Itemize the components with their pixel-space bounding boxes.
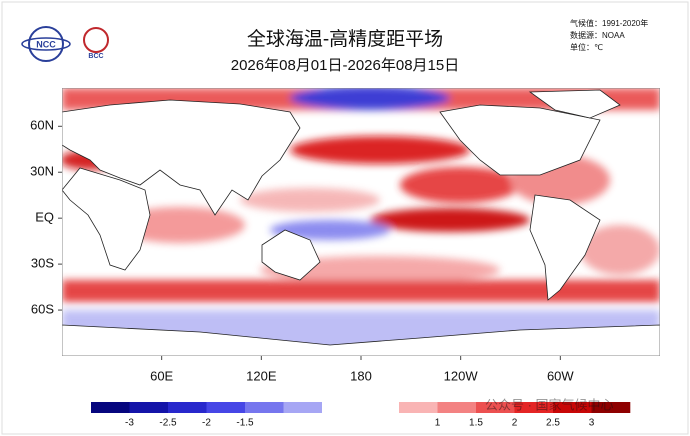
colorbar-label: -2 — [202, 418, 211, 429]
colorbar-segment — [206, 402, 246, 413]
subtitle: 2026年08月01日-2026年08月15日 — [231, 57, 459, 74]
y-tick-label: 60N — [30, 118, 54, 133]
colorbar-label: 3 — [589, 418, 595, 429]
logo-text: BCC — [88, 53, 103, 60]
colorbar-segment — [129, 402, 169, 413]
logo-text: NCC — [36, 39, 56, 49]
colorbar-label: 1 — [435, 418, 441, 429]
colorbar-label: -3 — [125, 418, 134, 429]
info: 单位：℃ — [570, 42, 603, 52]
x-tick-label: 120E — [246, 368, 277, 383]
colorbar-segment — [514, 402, 554, 413]
colorbar-segment — [553, 402, 592, 413]
y-tick-label: EQ — [35, 210, 54, 225]
colorbar-label: -1.5 — [236, 418, 254, 429]
watermark: 公众号 · 国家气候中心 — [485, 397, 614, 412]
colorbar-segment — [283, 402, 323, 413]
colorbar-segment — [245, 402, 284, 413]
colorbar-label: 2 — [512, 418, 518, 429]
x-tick-label: 60W — [547, 368, 574, 383]
x-tick-label: 180 — [350, 368, 372, 383]
info: 数据源：NOAA — [570, 30, 625, 40]
colorbar: -3 -2.5 -2 -1.5 1 1.5 2 2.5 3 — [91, 402, 631, 429]
logo-bcc — [83, 27, 109, 53]
x-tick-label: 60E — [150, 368, 173, 383]
x-tick-label: 120W — [444, 368, 479, 383]
y-tick-label: 30S — [31, 256, 54, 271]
colorbar-segment — [591, 402, 631, 413]
title: 全球海温-高精度距平场 — [247, 28, 443, 50]
info: 气候值：1991-2020年 — [570, 18, 648, 28]
y-tick-label: 60S — [31, 301, 54, 316]
axes: 60N 30N EQ 30S 60S 60E 120E 180 120W 60W — [30, 118, 574, 384]
colorbar-label: 2.5 — [546, 418, 560, 429]
colorbar-segment — [437, 402, 477, 413]
colorbar-segment — [91, 402, 130, 413]
colorbar-segment — [360, 402, 400, 413]
colorbar-segment — [399, 402, 438, 413]
y-tick-label: 30N — [30, 164, 54, 179]
logo-ncc — [28, 26, 64, 62]
logos: NCC BCC — [21, 26, 109, 62]
colorbar-label: -2.5 — [159, 418, 177, 429]
colorbar-label: 1.5 — [469, 418, 483, 429]
colorbar-segment — [168, 402, 207, 413]
colorbar-segment — [476, 402, 515, 413]
logo-ring — [21, 37, 71, 51]
map — [62, 88, 660, 356]
land — [62, 89, 660, 356]
colorbar-segment — [322, 402, 361, 413]
